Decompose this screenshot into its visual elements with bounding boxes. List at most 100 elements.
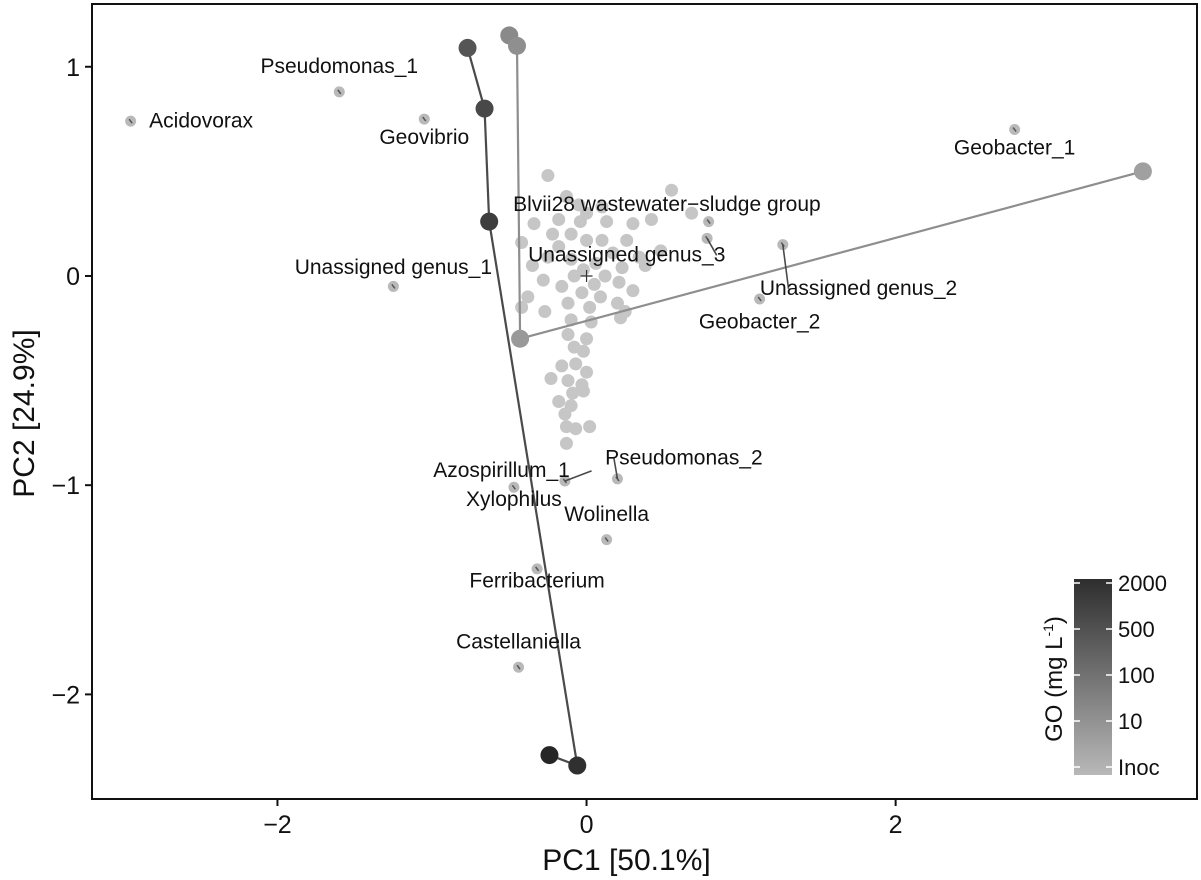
cluster-point <box>546 227 560 241</box>
genus-label: Pseudomonas_2 <box>605 446 763 469</box>
genus-point-mark <box>1012 127 1017 132</box>
cluster-point <box>593 290 607 304</box>
cluster-point <box>567 269 581 283</box>
cluster-point <box>626 284 640 298</box>
y-tick-label: −1 <box>51 472 80 500</box>
cluster-point <box>561 296 575 310</box>
x-axis-title: PC1 [50.1%] <box>542 844 710 877</box>
cluster-point <box>555 359 569 373</box>
cluster-point <box>644 212 658 226</box>
genus-point-mark <box>516 664 521 670</box>
trajectory-point <box>511 329 530 348</box>
cluster-point <box>521 290 535 304</box>
leader-line <box>613 458 619 480</box>
cluster-point <box>541 169 555 183</box>
y-tick-label: 0 <box>66 263 80 291</box>
cluster-point <box>595 233 609 247</box>
cluster-point <box>600 215 614 229</box>
legend: 2000 500 100 10 Inoc GO (mg L-1) <box>1040 571 1167 780</box>
trajectory-point <box>568 756 587 775</box>
legend-label: Inoc <box>1118 755 1160 780</box>
trajectory-layer <box>458 26 1152 775</box>
trajectory-point <box>540 746 559 765</box>
trajectory-point <box>475 99 494 118</box>
genus-label: Azospirillum_1 <box>433 459 570 482</box>
x-tick-label: 2 <box>889 811 903 839</box>
cluster-point <box>538 305 552 319</box>
y-axis-title: PC2 [24.9%] <box>8 329 41 497</box>
axes-layer: −2 0 2 −2 −1 0 1 PC1 [50.1%] PC2 [24.9%] <box>8 3 1198 877</box>
cluster-point <box>541 250 555 264</box>
leader-line <box>782 244 790 289</box>
genus-label: Unassigned genus_3 <box>528 243 725 266</box>
genus-point-mark <box>757 296 762 302</box>
cluster-point <box>561 374 575 388</box>
cluster-point <box>638 259 652 273</box>
genus-point-mark <box>337 89 342 95</box>
cluster-point <box>525 259 539 273</box>
cluster-point <box>555 279 569 293</box>
trajectory-point <box>480 212 499 231</box>
genus-point-mark <box>534 566 540 572</box>
cluster-point <box>559 189 573 203</box>
legend-label: 100 <box>1118 663 1155 688</box>
genus-label: Ferribacterium <box>469 570 604 593</box>
cluster-point <box>685 206 699 220</box>
cluster-point <box>573 215 587 229</box>
genus-point-mark <box>422 116 427 122</box>
cluster-point <box>612 275 626 289</box>
legend-label: 10 <box>1118 709 1142 734</box>
cluster-point <box>665 183 679 197</box>
cluster-point <box>575 286 589 300</box>
trajectory-point <box>1133 162 1152 181</box>
legend-title-superscript: -1 <box>1040 624 1056 637</box>
cluster-point <box>615 261 629 275</box>
plot-frame <box>91 3 1198 800</box>
cluster-point <box>544 371 558 385</box>
genus-point-mark <box>511 484 517 490</box>
cluster-point <box>527 217 541 231</box>
y-tick-label: −2 <box>51 681 80 709</box>
genus-point-mark <box>604 537 609 543</box>
cluster-point <box>610 296 624 310</box>
cluster-point <box>558 407 572 421</box>
centroid-marker <box>580 269 593 282</box>
cluster-point <box>572 198 586 212</box>
x-tick-label: 0 <box>580 811 594 839</box>
genus-label: Unassigned genus_1 <box>295 256 492 279</box>
genus-label: Wolinella <box>564 503 649 526</box>
cluster-point <box>536 273 550 287</box>
cluster-point <box>561 328 575 342</box>
genus-labels-layer: Pseudomonas_1 Acidovorax Geovibrio Geobacte… <box>149 55 1075 653</box>
cluster-point <box>580 365 594 379</box>
leader-line <box>564 470 592 482</box>
y-tick-label: 1 <box>66 54 80 82</box>
cluster-point <box>583 300 597 314</box>
cluster-point <box>569 357 583 371</box>
genus-label: Pseudomonas_1 <box>260 55 418 78</box>
cluster-point <box>580 233 594 247</box>
cluster-point <box>654 244 668 258</box>
cluster-point <box>552 395 566 408</box>
genus-label: Castellaniella <box>456 630 581 653</box>
cluster-point <box>559 436 573 450</box>
cluster-point <box>552 212 566 226</box>
cluster-point <box>606 246 620 260</box>
cluster-point <box>564 227 578 241</box>
trajectory-point <box>458 38 477 57</box>
cluster-point <box>583 420 597 434</box>
genus-label: Unassigned genus_2 <box>760 277 957 300</box>
legend-label: 2000 <box>1118 571 1167 596</box>
cluster-point <box>515 300 529 314</box>
cluster-point <box>564 252 578 266</box>
legend-title-close: ) <box>1041 616 1068 624</box>
cluster-point <box>569 422 583 436</box>
genus-point-mark <box>128 118 133 124</box>
cluster-point <box>626 217 640 231</box>
genus-label: Xylophilus <box>466 488 562 511</box>
cluster-point <box>587 277 601 291</box>
genus-label: Acidovorax <box>149 109 253 132</box>
cluster-points-layer <box>515 169 699 450</box>
cluster-point <box>614 311 628 325</box>
